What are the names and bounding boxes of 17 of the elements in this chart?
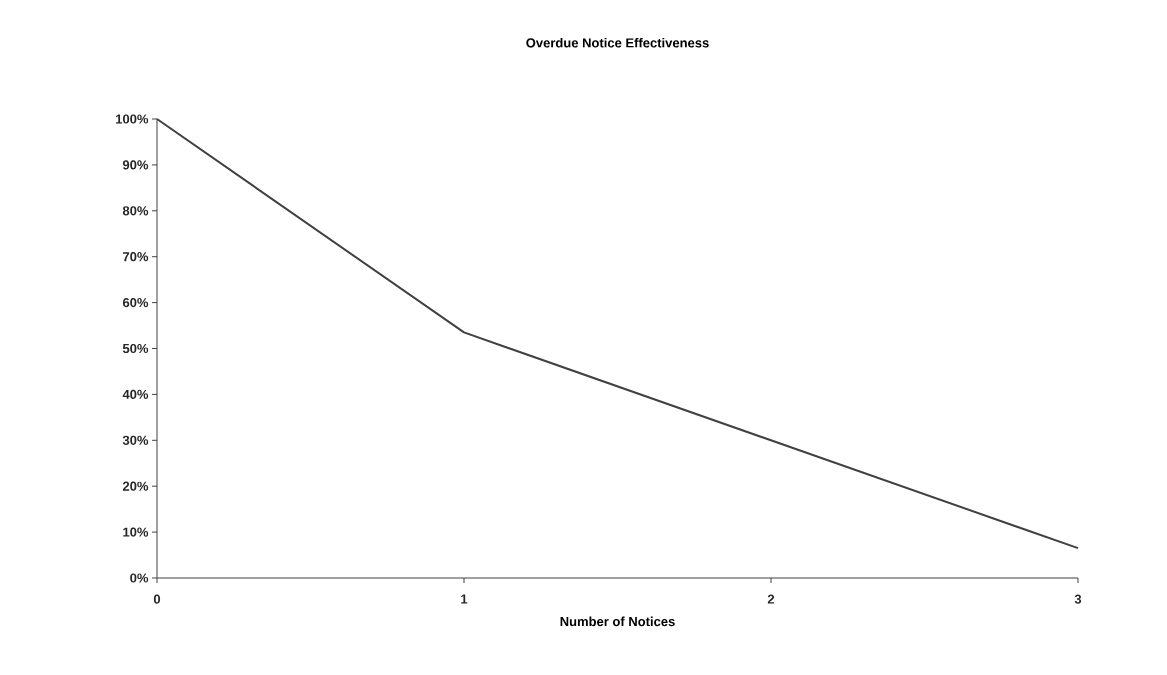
y-tick-label: 30% — [122, 435, 149, 445]
y-tick-label: 50% — [122, 343, 149, 354]
y-tick-label: 20% — [122, 481, 149, 491]
x-tick-label: 1 — [461, 594, 468, 604]
x-tick-label: 0 — [153, 594, 161, 604]
x-tick-label: 3 — [1074, 594, 1082, 604]
x-tick-label: 2 — [767, 594, 775, 604]
y-tick-label: 90% — [122, 160, 149, 170]
y-tick-label: 10% — [123, 527, 149, 537]
y-tick-label: 100% — [116, 114, 149, 124]
x-axis-title: Number of Notices — [560, 616, 675, 627]
y-tick-label: 0% — [130, 573, 149, 583]
y-tick-label: 70% — [123, 252, 149, 262]
y-tick-label: 60% — [122, 297, 149, 308]
y-tick-label: 40% — [122, 389, 149, 399]
y-tick-label: 80% — [122, 206, 149, 216]
chart-title: Overdue Notice Effectiveness — [526, 37, 709, 48]
